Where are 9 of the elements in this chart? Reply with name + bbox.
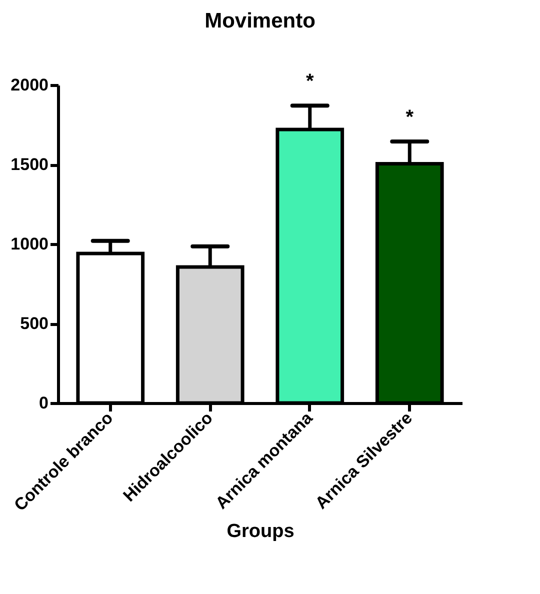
annotation: * (406, 106, 414, 128)
y-tick-label: 1500 (10, 155, 48, 174)
y-tick-label: 2000 (10, 76, 48, 94)
y-tick-label: 500 (20, 314, 48, 333)
chart-title: Movimento (204, 10, 316, 33)
y-tick-label: 0 (39, 394, 48, 412)
y-tick-label: 1000 (10, 234, 48, 254)
x-axis-title: Groups (226, 520, 294, 542)
annotation: * (306, 70, 314, 93)
